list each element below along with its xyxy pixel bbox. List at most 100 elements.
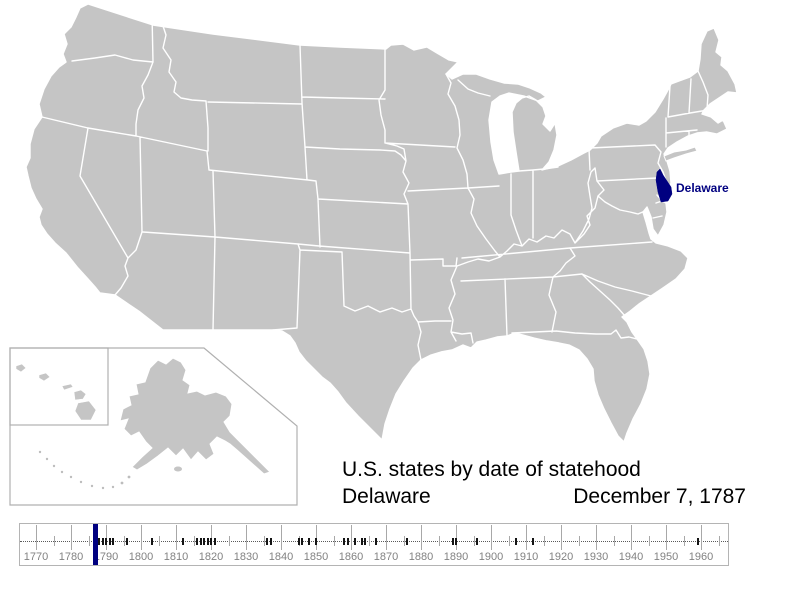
hawaii-molokai xyxy=(61,383,74,391)
timeline-axis-dotted-line xyxy=(20,541,728,542)
timeline-statehood-mark xyxy=(353,538,356,545)
timeline-decade-gridline xyxy=(666,525,667,550)
statehood-timeline: 1770 1780 1790 1800 1810 1820 1830 1840 1850 1860… xyxy=(19,523,729,566)
timeline-statehood-mark xyxy=(199,538,202,545)
timeline-statehood-mark xyxy=(406,538,408,545)
timeline-year-label: 1870 xyxy=(373,551,399,563)
timeline-half-decade-tick xyxy=(578,536,580,546)
timeline-statehood-mark xyxy=(210,538,212,545)
timeline-year-label: 1930 xyxy=(583,551,609,563)
timeline-year-label: 1940 xyxy=(618,551,644,563)
timeline-statehood-mark xyxy=(514,538,517,545)
caption-statehood-date: December 7, 1787 xyxy=(573,485,746,508)
timeline-decade-gridline xyxy=(281,525,282,550)
timeline-decade-gridline xyxy=(71,525,72,550)
timeline-statehood-mark xyxy=(308,538,310,545)
long-island xyxy=(663,146,698,162)
inset-outer-box xyxy=(9,347,298,506)
timeline-statehood-mark xyxy=(696,538,699,545)
inset-hawaii-box xyxy=(9,347,109,426)
timeline-year-label: 1850 xyxy=(303,551,329,563)
timeline-year-label: 1830 xyxy=(233,551,259,563)
delaware-map-label: Delaware xyxy=(676,181,729,195)
timeline-statehood-mark xyxy=(196,538,198,545)
timeline-year-label: 1790 xyxy=(93,551,119,563)
timeline-half-decade-tick xyxy=(508,536,510,546)
timeline-statehood-mark xyxy=(346,538,349,545)
timeline-decade-gridline xyxy=(141,525,142,550)
timeline-decade-gridline xyxy=(631,525,632,550)
timeline-decade-gridline xyxy=(456,525,457,550)
timeline-statehood-mark xyxy=(297,538,300,545)
timeline-year-label: 1920 xyxy=(548,551,574,563)
timeline-half-decade-tick xyxy=(228,536,230,546)
timeline-statehood-mark xyxy=(105,538,107,545)
timeline-decade-gridline xyxy=(421,525,422,550)
timeline-statehood-mark xyxy=(182,538,184,545)
timeline-statehood-mark xyxy=(360,538,363,545)
timeline-half-decade-tick xyxy=(613,536,615,546)
caption-title: U.S. states by date of statehood xyxy=(342,458,641,481)
caption-state-name: Delaware xyxy=(342,485,431,508)
hawaii-big-island xyxy=(74,400,97,421)
hawaii-oahu xyxy=(38,372,51,382)
timeline-half-decade-tick xyxy=(158,536,160,546)
timeline-year-label: 1810 xyxy=(163,551,189,563)
timeline-decade-gridline xyxy=(351,525,352,550)
hawaii-islands xyxy=(15,363,97,421)
timeline-year-label: 1950 xyxy=(653,551,679,563)
timeline-year-label: 1890 xyxy=(443,551,469,563)
timeline-decade-gridline xyxy=(701,525,702,550)
timeline-decade-gridline xyxy=(596,525,597,550)
timeline-decade-gridline xyxy=(386,525,387,550)
timeline-year-label: 1840 xyxy=(268,551,294,563)
timeline-highlight-marker xyxy=(93,524,98,565)
caption-subtitle: Delaware December 7, 1787 xyxy=(342,483,746,510)
timeline-decade-gridline xyxy=(36,525,37,550)
timeline-statehood-mark xyxy=(374,538,377,545)
timeline-statehood-mark xyxy=(101,538,104,545)
timeline-half-decade-tick xyxy=(368,536,370,546)
timeline-decade-gridline xyxy=(491,525,492,550)
timeline-half-decade-tick xyxy=(403,536,405,546)
timeline-statehood-mark xyxy=(98,538,100,545)
alaska-hawaii-inset xyxy=(9,347,298,506)
timeline-half-decade-tick xyxy=(543,536,545,546)
timeline-half-decade-tick xyxy=(193,536,195,546)
timeline-year-label: 1880 xyxy=(408,551,434,563)
timeline-statehood-mark xyxy=(206,538,209,545)
timeline-half-decade-tick xyxy=(123,536,125,546)
timeline-statehood-mark xyxy=(150,538,153,545)
state-borders xyxy=(41,13,709,361)
timeline-year-label: 1900 xyxy=(478,551,504,563)
timeline-decade-gridline xyxy=(246,525,247,550)
timeline-statehood-mark xyxy=(108,538,111,545)
timeline-decade-gridline xyxy=(526,525,527,550)
timeline-statehood-mark xyxy=(126,538,128,545)
aleutian-islands xyxy=(38,450,131,490)
state-delaware-highlight xyxy=(655,168,673,203)
timeline-statehood-mark xyxy=(476,538,478,545)
timeline-half-decade-tick xyxy=(438,536,440,546)
timeline-year-label: 1780 xyxy=(58,551,84,563)
timeline-statehood-mark xyxy=(213,538,216,545)
hawaii-maui xyxy=(73,389,87,401)
timeline-half-decade-tick xyxy=(648,536,650,546)
timeline-half-decade-tick xyxy=(88,536,90,546)
hawaii-kauai xyxy=(15,363,27,373)
timeline-decade-gridline xyxy=(176,525,177,550)
timeline-statehood-mark xyxy=(266,538,268,545)
timeline-statehood-mark xyxy=(269,538,272,545)
timeline-statehood-mark xyxy=(301,538,303,545)
timeline-half-decade-tick xyxy=(333,536,335,546)
lower48-outline xyxy=(25,3,738,443)
alaska xyxy=(119,357,271,475)
timeline-decade-gridline xyxy=(211,525,212,550)
timeline-decade-gridline xyxy=(561,525,562,550)
timeline-statehood-mark xyxy=(343,538,345,545)
timeline-half-decade-tick xyxy=(53,536,55,546)
timeline-year-label: 1860 xyxy=(338,551,364,563)
timeline-statehood-mark xyxy=(315,538,317,545)
